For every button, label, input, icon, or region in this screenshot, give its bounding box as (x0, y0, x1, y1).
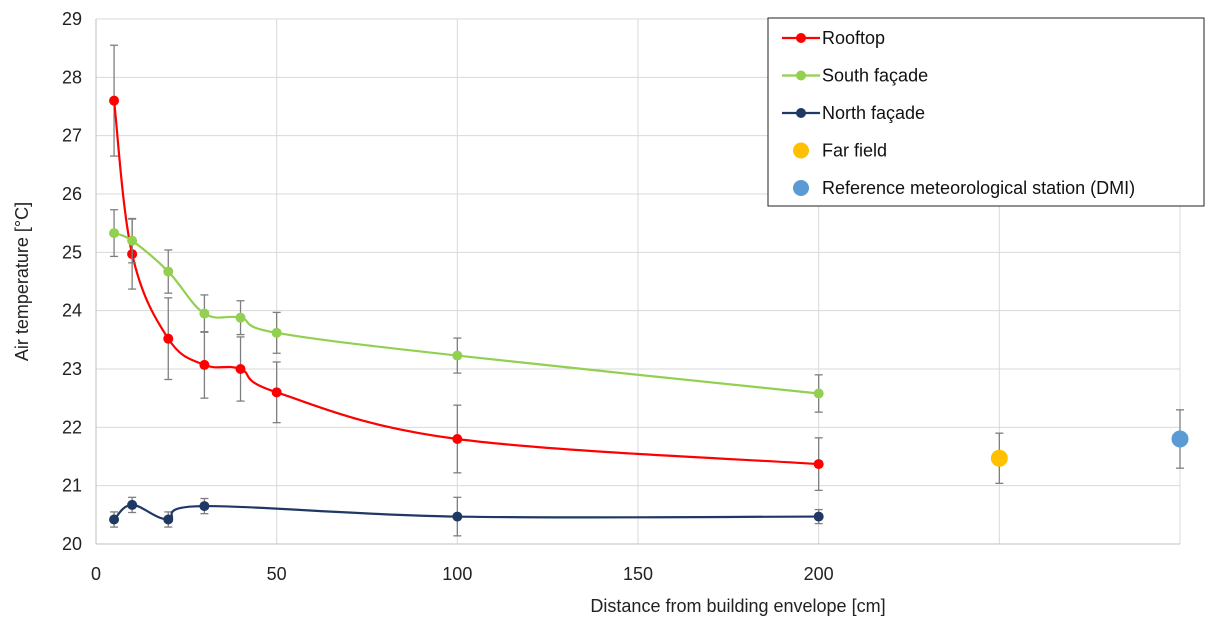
data-point (109, 514, 120, 525)
data-point (127, 499, 138, 510)
legend-item-reference-meteorological-station-dmi: Reference meteorological station (DMI) (793, 178, 1135, 198)
legend-marker (796, 70, 806, 81)
data-point (109, 228, 120, 239)
series-rooftop (109, 44, 824, 491)
data-point (990, 449, 1008, 467)
legend-label: Reference meteorological station (DMI) (822, 178, 1135, 198)
legend-box (767, 17, 1205, 207)
legend-marker (793, 180, 809, 196)
legend: Rooftop South façade North façade Far field… (767, 17, 1205, 207)
legend-item-north-fa-ade: North façade (782, 103, 925, 123)
y-tick-label: 27 (62, 126, 82, 146)
series-north-fa-ade (109, 496, 824, 537)
data-point (199, 308, 210, 319)
data-point (199, 359, 210, 370)
data-point (452, 434, 463, 444)
data-point (163, 266, 174, 277)
data-point (109, 95, 120, 106)
legend-label: Rooftop (822, 28, 885, 48)
y-tick-label: 24 (62, 301, 82, 321)
legend-item-rooftop: Rooftop (782, 28, 885, 48)
y-tick-label: 28 (62, 67, 82, 87)
series-reference-meteorological-station-dmi (1171, 409, 1189, 469)
legend-label: Far field (822, 141, 887, 161)
legend-item-far-field: Far field (793, 141, 887, 161)
x-axis-title: Distance from building envelope [cm] (590, 596, 885, 616)
axes (95, 19, 1180, 545)
data-point (199, 501, 210, 512)
legend-item-south-fa-ade: South façade (782, 66, 928, 86)
y-tick-label: 21 (62, 476, 82, 496)
y-tick-label: 23 (62, 359, 82, 379)
y-tick-label: 26 (62, 184, 82, 204)
series-layer (109, 44, 1189, 537)
y-axis-title: Air temperature [°C] (12, 202, 32, 361)
y-tick-label: 29 (62, 9, 82, 29)
data-point (452, 511, 463, 522)
x-tick-label: 200 (804, 564, 834, 584)
data-point (813, 511, 824, 522)
data-point (813, 388, 824, 399)
x-tick-label: 0 (91, 564, 101, 584)
data-point (271, 327, 282, 338)
legend-label: North façade (822, 103, 925, 123)
y-tick-label: 25 (62, 242, 82, 262)
legend-marker (793, 142, 809, 159)
data-point (127, 235, 138, 246)
series-far-field (990, 432, 1008, 484)
x-tick-label: 150 (623, 564, 653, 584)
series-line (113, 503, 819, 521)
data-point (163, 333, 174, 344)
legend-marker (796, 33, 806, 43)
y-tick-label: 22 (62, 417, 82, 437)
data-point (452, 350, 463, 361)
series-line (113, 232, 819, 395)
data-point (163, 514, 174, 525)
series-line (112, 100, 819, 466)
legend-label: South façade (822, 66, 928, 86)
y-tick-label: 20 (62, 534, 82, 554)
data-point (235, 364, 246, 374)
data-point (271, 387, 282, 398)
data-point (1171, 430, 1189, 448)
series-south-fa-ade (109, 209, 824, 413)
data-point (813, 459, 824, 470)
legend-marker (796, 108, 806, 118)
tick-labels: 20 21 22 23 24 25 26 27 28 29 0 50 100 150 200 (62, 9, 834, 584)
data-point (235, 312, 246, 323)
x-tick-label: 100 (442, 564, 472, 584)
x-tick-label: 50 (267, 564, 287, 584)
